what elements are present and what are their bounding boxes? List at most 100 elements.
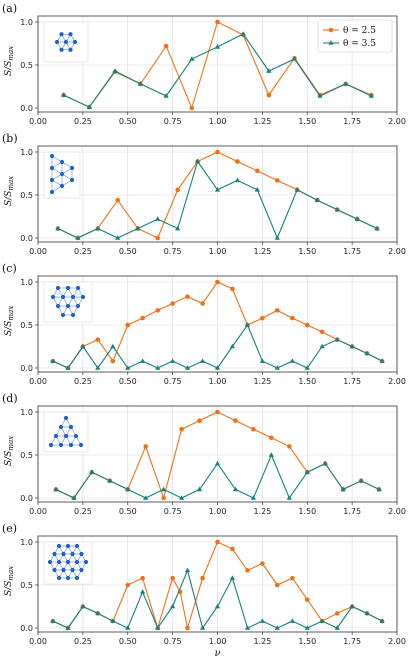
data-point-theta-3-5 [250, 495, 256, 500]
data-point-theta-2-5 [334, 611, 340, 616]
data-point-theta-3-5 [184, 567, 191, 573]
data-point-theta-3-5 [115, 235, 121, 240]
lattice-site [47, 559, 53, 565]
x-tick-label: 0.75 [164, 507, 182, 516]
data-point-theta-3-5 [240, 31, 246, 36]
legend-label: θ = 2.5 [343, 26, 376, 36]
lattice-site [56, 559, 62, 565]
data-point-theta-2-5 [319, 329, 325, 335]
data-point-theta-3-5 [374, 225, 380, 231]
data-point-theta-3-5 [214, 460, 221, 466]
data-point-theta-2-5 [287, 444, 292, 449]
lattice-site [52, 551, 57, 557]
data-point-theta-3-5 [95, 610, 101, 616]
data-point-theta-2-5 [233, 418, 238, 423]
data-point-theta-3-5 [50, 358, 56, 363]
y-axis-label: S/Smax [4, 436, 15, 466]
data-point-theta-3-5 [291, 56, 298, 61]
data-point-theta-3-5 [349, 603, 355, 609]
panel-d: 0.00 0.25 0.50 0.75 1.00 1.25 1.50 1.75 2.00 0.0 0… [2, 392, 406, 516]
lattice-site [65, 559, 71, 565]
data-point-theta-3-5 [304, 469, 310, 474]
data-point-theta-3-5 [125, 365, 131, 370]
data-point-theta-2-5 [266, 92, 272, 98]
data-point-theta-3-5 [107, 478, 113, 483]
x-tick-label: 1.75 [343, 377, 361, 386]
data-point-theta-3-5 [340, 486, 346, 492]
x-tick-label: 0.50 [119, 117, 137, 126]
lattice-inset [43, 21, 89, 63]
lattice-site [59, 171, 65, 177]
lattice-site [59, 32, 64, 37]
data-point-theta-3-5 [65, 365, 71, 370]
lattice-site [78, 442, 84, 448]
data-point-theta-3-5 [155, 216, 161, 221]
x-tick-label: 0.50 [119, 247, 137, 256]
x-tick-label: 1.75 [343, 637, 361, 646]
data-point-theta-3-5 [286, 495, 292, 500]
data-point-theta-3-5 [86, 104, 92, 109]
legend-label: θ = 3.5 [343, 39, 376, 49]
x-tick-label: 1.00 [209, 247, 227, 256]
data-point-theta-3-5 [200, 358, 206, 363]
x-tick-label: 1.25 [253, 377, 271, 386]
lattice-site [52, 567, 57, 573]
data-point-theta-3-5 [254, 187, 260, 192]
x-axis-label: ν [214, 648, 220, 659]
x-tick-label: 1.00 [209, 377, 227, 386]
lattice-site [68, 32, 73, 37]
x-tick-label: 2.00 [388, 637, 406, 646]
panel-b: 0.00 0.25 0.50 0.75 1.00 1.25 1.50 1.75 2.00 0.0 0… [2, 132, 406, 256]
lattice-site [75, 303, 81, 309]
data-point-theta-3-5 [304, 625, 310, 630]
data-point-theta-3-5 [135, 225, 141, 231]
data-point-theta-2-5 [269, 435, 274, 441]
data-point-theta-3-5 [137, 81, 144, 86]
data-point-theta-3-5 [229, 575, 235, 580]
data-point-theta-2-5 [161, 495, 166, 501]
data-point-theta-3-5 [143, 495, 149, 500]
x-tick-label: 0.25 [74, 637, 92, 646]
x-tick-label: 1.00 [209, 117, 227, 126]
data-point-theta-3-5 [50, 618, 56, 623]
lattice-site [59, 47, 64, 52]
x-tick-label: 1.25 [253, 117, 271, 126]
data-point-theta-3-5 [214, 603, 221, 609]
x-tick-label: 1.25 [253, 507, 271, 516]
data-point-theta-3-5 [155, 625, 161, 630]
data-point-theta-3-5 [71, 495, 77, 500]
data-point-theta-3-5 [170, 603, 176, 609]
lattice-site [74, 559, 80, 565]
data-point-theta-2-5 [235, 159, 240, 164]
x-tick-label: 0.75 [164, 247, 182, 256]
lattice-inset [43, 281, 93, 323]
data-point-theta-3-5 [379, 358, 385, 363]
data-point-theta-2-5 [260, 315, 265, 321]
x-tick-label: 2.00 [388, 507, 406, 516]
lattice-site [70, 294, 76, 300]
data-point-theta-2-5 [215, 149, 220, 155]
x-tick-label: 0.00 [29, 117, 47, 126]
x-tick-label: 1.50 [298, 377, 316, 386]
x-tick-label: 1.50 [298, 117, 316, 126]
data-point-theta-3-5 [214, 187, 221, 192]
lattice-site [58, 442, 64, 448]
data-point-theta-2-5 [215, 279, 220, 285]
legend-marker-circle [328, 27, 334, 33]
data-point-theta-3-5 [334, 336, 340, 342]
data-point-theta-2-5 [140, 575, 145, 581]
lattice-site [68, 442, 74, 448]
legend-box [317, 19, 393, 53]
data-point-theta-3-5 [319, 618, 325, 623]
data-point-theta-3-5 [304, 365, 310, 370]
data-point-theta-2-5 [215, 19, 220, 25]
data-point-theta-2-5 [110, 358, 116, 364]
lattice-site [72, 39, 78, 45]
y-axis-label: S/Smax [4, 176, 15, 206]
data-point-theta-2-5 [189, 105, 195, 111]
data-point-theta-3-5 [232, 486, 239, 492]
lattice-site [74, 575, 80, 581]
data-point-theta-2-5 [200, 301, 205, 306]
x-tick-label: 0.50 [119, 637, 137, 646]
